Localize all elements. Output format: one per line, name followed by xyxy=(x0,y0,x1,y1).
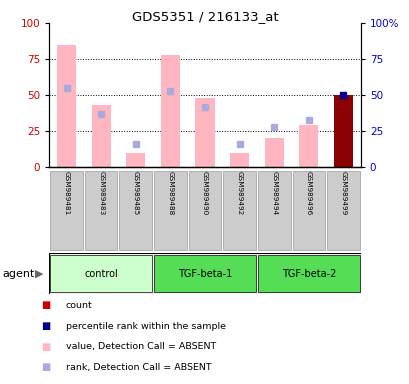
Bar xyxy=(119,170,152,250)
Text: GSM989492: GSM989492 xyxy=(236,171,242,216)
Text: GSM989483: GSM989483 xyxy=(98,171,104,216)
Text: TGF-beta-2: TGF-beta-2 xyxy=(281,268,335,279)
Bar xyxy=(229,153,249,167)
Bar xyxy=(292,170,324,250)
Text: GSM989485: GSM989485 xyxy=(133,171,138,216)
Text: rank, Detection Call = ABSENT: rank, Detection Call = ABSENT xyxy=(65,363,211,372)
Text: GSM989490: GSM989490 xyxy=(202,171,207,216)
Bar xyxy=(126,153,145,167)
Text: ■: ■ xyxy=(41,321,50,331)
Text: ■: ■ xyxy=(41,342,50,352)
Bar xyxy=(160,55,180,167)
Bar xyxy=(326,170,359,250)
Bar xyxy=(57,45,76,167)
Text: GSM989494: GSM989494 xyxy=(271,171,276,216)
Bar xyxy=(188,170,221,250)
Text: GSM989481: GSM989481 xyxy=(63,171,70,216)
Text: ▶: ▶ xyxy=(35,269,43,279)
Text: control: control xyxy=(84,268,118,279)
Text: percentile rank within the sample: percentile rank within the sample xyxy=(65,321,225,331)
Text: value, Detection Call = ABSENT: value, Detection Call = ABSENT xyxy=(65,342,215,351)
Text: GSM989499: GSM989499 xyxy=(339,171,346,216)
Text: ■: ■ xyxy=(41,362,50,372)
Bar xyxy=(257,255,359,292)
Text: GSM989496: GSM989496 xyxy=(305,171,311,216)
Text: GDS5351 / 216133_at: GDS5351 / 216133_at xyxy=(131,10,278,23)
Text: agent: agent xyxy=(2,269,34,279)
Bar xyxy=(154,170,186,250)
Bar xyxy=(333,95,352,167)
Text: GSM989488: GSM989488 xyxy=(167,171,173,216)
Bar xyxy=(299,125,318,167)
Bar xyxy=(153,255,256,292)
Bar xyxy=(91,105,110,167)
Bar xyxy=(264,138,283,167)
Bar xyxy=(223,170,255,250)
Text: TGF-beta-1: TGF-beta-1 xyxy=(178,268,231,279)
Bar xyxy=(50,170,83,250)
Text: count: count xyxy=(65,301,92,310)
Bar xyxy=(50,255,152,292)
Bar xyxy=(85,170,117,250)
Bar xyxy=(195,98,214,167)
Text: ■: ■ xyxy=(41,300,50,310)
Bar xyxy=(257,170,290,250)
